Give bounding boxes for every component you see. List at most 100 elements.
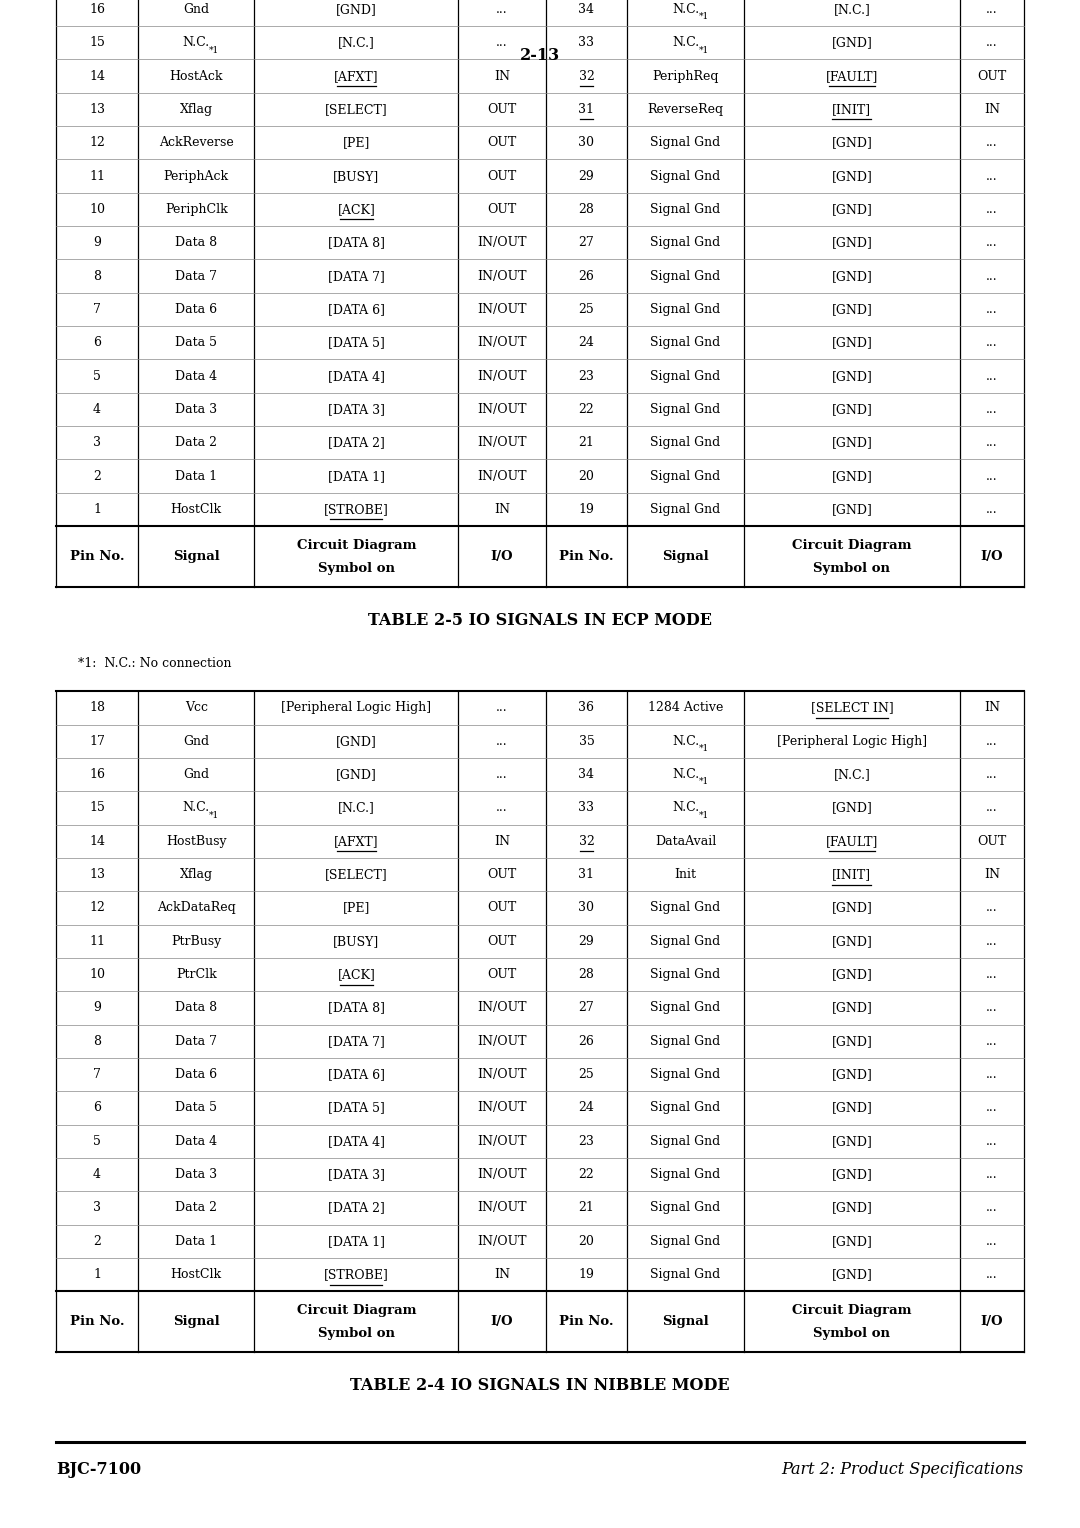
Text: [GND]: [GND] xyxy=(832,170,873,183)
Text: 22: 22 xyxy=(579,1167,594,1181)
Text: ...: ... xyxy=(986,403,998,416)
Text: [GND]: [GND] xyxy=(832,1034,873,1048)
Text: 17: 17 xyxy=(90,735,105,747)
Text: IN: IN xyxy=(984,701,1000,714)
Text: Pin No.: Pin No. xyxy=(559,550,613,564)
Text: BJC-7100: BJC-7100 xyxy=(56,1461,141,1479)
Text: N.C.: N.C. xyxy=(672,735,699,747)
Text: 4: 4 xyxy=(93,403,102,416)
Text: OUT: OUT xyxy=(487,868,516,882)
Text: 18: 18 xyxy=(89,701,105,714)
Text: Symbol on: Symbol on xyxy=(318,562,395,576)
Text: 20: 20 xyxy=(579,1235,594,1248)
Text: DataAvail: DataAvail xyxy=(654,834,716,848)
Text: [GND]: [GND] xyxy=(832,801,873,814)
Text: 19: 19 xyxy=(579,1268,594,1280)
Text: IN/OUT: IN/OUT xyxy=(477,1201,527,1215)
Text: 14: 14 xyxy=(89,834,105,848)
Text: IN: IN xyxy=(984,102,1000,116)
Text: [BUSY]: [BUSY] xyxy=(334,170,379,183)
Text: 5: 5 xyxy=(93,370,100,382)
Text: [Peripheral Logic High]: [Peripheral Logic High] xyxy=(777,735,927,747)
Text: Circuit Diagram: Circuit Diagram xyxy=(792,1305,912,1317)
Text: 3: 3 xyxy=(93,1201,102,1215)
Text: IN/OUT: IN/OUT xyxy=(477,1001,527,1015)
Text: ...: ... xyxy=(986,1034,998,1048)
Text: Signal Gnd: Signal Gnd xyxy=(650,336,720,350)
Text: Signal Gnd: Signal Gnd xyxy=(650,1102,720,1114)
Text: Signal Gnd: Signal Gnd xyxy=(650,403,720,416)
Text: Data 7: Data 7 xyxy=(175,1034,217,1048)
Text: ...: ... xyxy=(986,370,998,382)
Text: ...: ... xyxy=(986,969,998,981)
Text: 21: 21 xyxy=(579,1201,594,1215)
Text: [SELECT IN]: [SELECT IN] xyxy=(811,701,893,714)
Text: Symbol on: Symbol on xyxy=(813,1328,890,1340)
Text: Signal Gnd: Signal Gnd xyxy=(650,1034,720,1048)
Text: Data 5: Data 5 xyxy=(175,336,217,350)
Text: 8: 8 xyxy=(93,1034,102,1048)
Text: 24: 24 xyxy=(579,1102,594,1114)
Text: 2-13: 2-13 xyxy=(519,46,561,64)
Text: 13: 13 xyxy=(89,868,105,882)
Text: [PE]: [PE] xyxy=(342,136,370,150)
Text: [STROBE]: [STROBE] xyxy=(324,1268,389,1280)
Text: PeriphAck: PeriphAck xyxy=(163,170,229,183)
Text: Data 8: Data 8 xyxy=(175,237,217,249)
Text: [GND]: [GND] xyxy=(832,902,873,914)
Text: Data 2: Data 2 xyxy=(175,437,217,449)
Text: Signal Gnd: Signal Gnd xyxy=(650,902,720,914)
Text: Data 4: Data 4 xyxy=(175,1135,217,1148)
Text: [INIT]: [INIT] xyxy=(833,868,872,882)
Text: ...: ... xyxy=(986,170,998,183)
Text: Part 2: Product Specifications: Part 2: Product Specifications xyxy=(782,1461,1024,1479)
Text: [DATA 5]: [DATA 5] xyxy=(328,336,384,350)
Text: [DATA 6]: [DATA 6] xyxy=(328,1068,384,1080)
Text: Signal Gnd: Signal Gnd xyxy=(650,203,720,215)
Text: IN/OUT: IN/OUT xyxy=(477,1102,527,1114)
Text: 25: 25 xyxy=(579,1068,594,1080)
Text: IN/OUT: IN/OUT xyxy=(477,336,527,350)
Text: [DATA 1]: [DATA 1] xyxy=(328,1235,384,1248)
Text: 4: 4 xyxy=(93,1167,102,1181)
Text: [SELECT]: [SELECT] xyxy=(325,868,388,882)
Text: 2: 2 xyxy=(93,469,100,483)
Text: 35: 35 xyxy=(579,735,594,747)
Text: IN: IN xyxy=(494,70,510,83)
Text: 25: 25 xyxy=(579,303,594,316)
Text: 30: 30 xyxy=(579,902,594,914)
Text: 10: 10 xyxy=(89,203,105,215)
Text: [DATA 2]: [DATA 2] xyxy=(328,437,384,449)
Text: [DATA 8]: [DATA 8] xyxy=(328,1001,384,1015)
Text: 26: 26 xyxy=(579,269,594,283)
Text: Signal: Signal xyxy=(662,550,708,564)
Text: IN/OUT: IN/OUT xyxy=(477,370,527,382)
Text: Signal Gnd: Signal Gnd xyxy=(650,170,720,183)
Text: [GND]: [GND] xyxy=(832,935,873,947)
Text: Gnd: Gnd xyxy=(184,769,210,781)
Text: 29: 29 xyxy=(579,170,594,183)
Text: 31: 31 xyxy=(579,868,594,882)
Text: Data 5: Data 5 xyxy=(175,1102,217,1114)
Text: Signal: Signal xyxy=(662,1316,708,1328)
Text: 30: 30 xyxy=(579,136,594,150)
Text: [GND]: [GND] xyxy=(832,503,873,516)
Text: [ACK]: [ACK] xyxy=(337,969,375,981)
Text: [GND]: [GND] xyxy=(832,437,873,449)
Text: PeriphClk: PeriphClk xyxy=(165,203,228,215)
Text: HostBusy: HostBusy xyxy=(166,834,227,848)
Text: ...: ... xyxy=(986,1268,998,1280)
Text: *1: *1 xyxy=(699,12,708,21)
Text: 9: 9 xyxy=(93,1001,100,1015)
Text: Signal Gnd: Signal Gnd xyxy=(650,969,720,981)
Text: Data 1: Data 1 xyxy=(175,469,217,483)
Text: 13: 13 xyxy=(89,102,105,116)
Text: I/O: I/O xyxy=(981,1316,1003,1328)
Text: [FAULT]: [FAULT] xyxy=(826,834,878,848)
Text: N.C.: N.C. xyxy=(672,801,699,814)
Text: [GND]: [GND] xyxy=(832,1268,873,1280)
Text: Symbol on: Symbol on xyxy=(813,562,890,576)
Text: [GND]: [GND] xyxy=(832,1102,873,1114)
Text: 12: 12 xyxy=(90,902,105,914)
Text: ...: ... xyxy=(986,1167,998,1181)
